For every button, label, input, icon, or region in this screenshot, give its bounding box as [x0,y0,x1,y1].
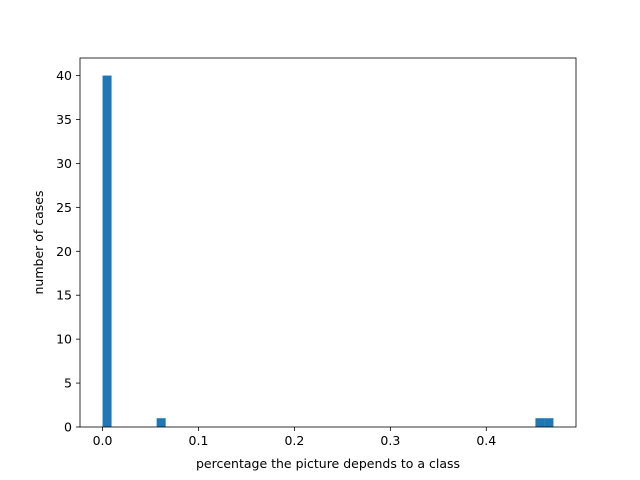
x-tick-label: 0.2 [284,433,304,448]
y-tick-label: 10 [56,332,72,347]
histogram-bar-3 [544,418,554,427]
histogram-bar-1 [156,418,166,427]
histogram-bar-0 [102,75,112,427]
y-tick-label: 15 [56,288,72,303]
y-tick-label: 25 [56,200,72,215]
y-tick-label: 30 [56,156,72,171]
x-axis: 0.0 0.1 0.2 0.3 0.4 [93,427,496,448]
y-axis: 0 5 10 15 20 25 30 35 40 [56,68,80,435]
x-tick-label: 0.3 [380,433,400,448]
plot-frame [79,57,577,428]
y-tick-label: 40 [56,68,72,83]
y-tick-label: 0 [64,420,72,435]
histogram-bar-2 [535,418,545,427]
y-tick-label: 20 [56,244,72,259]
x-axis-label: percentage the picture depends to a clas… [196,456,460,471]
x-tick-label: 0.1 [189,433,209,448]
bars-layer [102,75,554,427]
x-tick-label: 0.4 [476,433,496,448]
y-tick-label: 5 [64,376,72,391]
y-axis-label: number of cases [31,190,46,294]
x-tick-label: 0.0 [93,433,113,448]
y-tick-label: 35 [56,112,72,127]
